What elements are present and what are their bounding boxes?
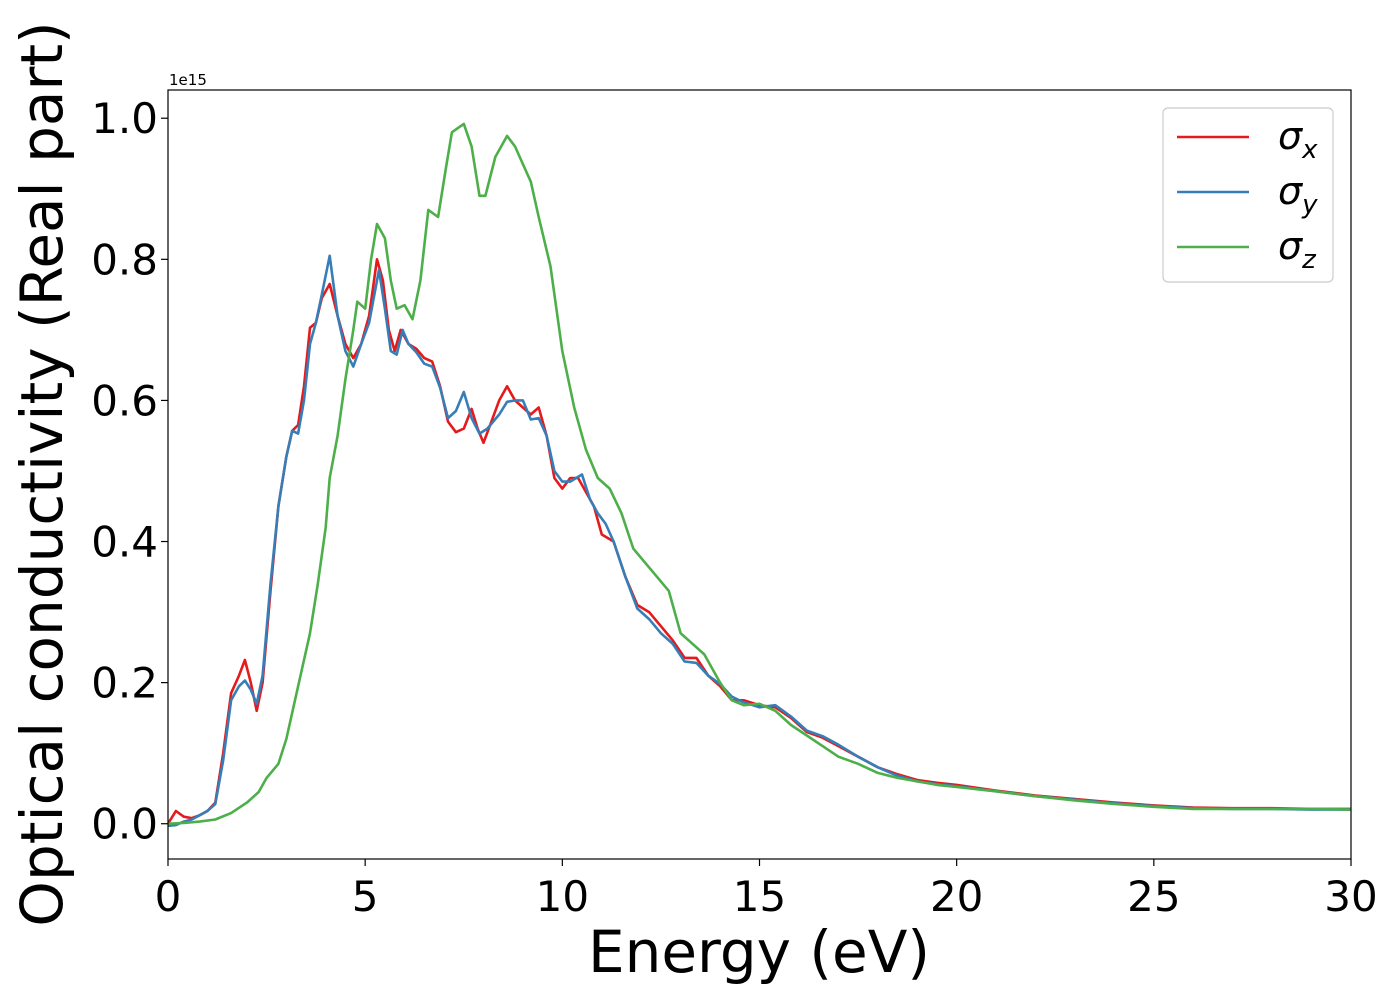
x-tick-label: 20 xyxy=(930,872,983,921)
series-line-x xyxy=(168,258,1351,825)
y-tick-label: 0.4 xyxy=(91,518,158,567)
y-axis: 0.0 0.2 0.4 0.6 0.8 1.0 xyxy=(91,94,168,849)
y-tick-label: 1.0 xyxy=(91,94,158,143)
x-tick-label: 5 xyxy=(352,872,379,921)
series-layer xyxy=(168,122,1351,828)
x-tick-label: 10 xyxy=(536,872,589,921)
y-offset-label: 1e15 xyxy=(169,71,207,89)
y-tick-label: 0.8 xyxy=(91,235,158,284)
y-tick-label: 0.6 xyxy=(91,376,158,425)
x-tick-label: 0 xyxy=(155,872,182,921)
series-line-y xyxy=(168,254,1351,828)
legend-label-y: σy xyxy=(1278,169,1318,220)
x-tick-label: 15 xyxy=(733,872,786,921)
legend-label-x: σx xyxy=(1278,114,1318,165)
y-tick-label: 0.2 xyxy=(91,659,158,708)
x-axis: 0 5 10 15 20 25 30 xyxy=(155,859,1378,921)
y-tick-label: 0.0 xyxy=(91,800,158,849)
x-axis-label: Energy (eV) xyxy=(588,918,930,986)
y-axis-label: Optical conductivity (Real part) xyxy=(8,21,76,926)
series-line-z xyxy=(168,122,1351,825)
legend-box xyxy=(1162,107,1334,283)
x-tick-label: 30 xyxy=(1324,872,1377,921)
x-tick-label: 25 xyxy=(1127,872,1180,921)
legend-label-z: σz xyxy=(1278,224,1317,275)
